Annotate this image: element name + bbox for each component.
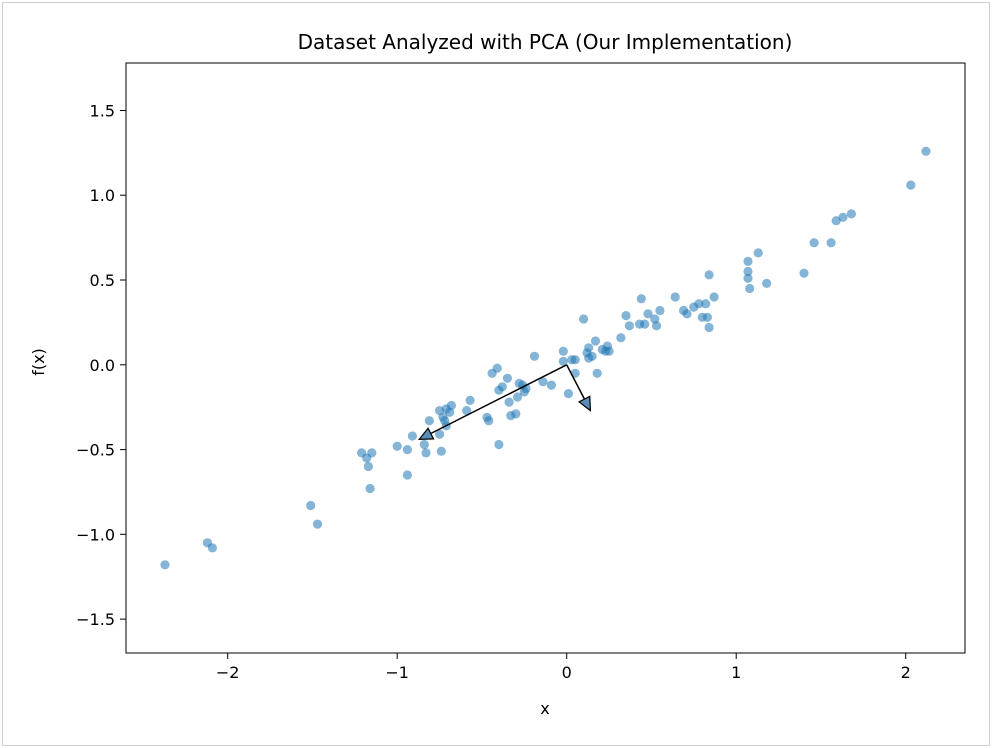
data-point (753, 248, 763, 258)
x-tick-label: −2 (216, 663, 240, 682)
data-point (421, 448, 431, 458)
data-point (651, 321, 662, 331)
data-point (590, 336, 601, 346)
data-point (743, 266, 753, 277)
data-point (579, 314, 589, 324)
data-point (363, 461, 373, 472)
data-point (365, 483, 375, 494)
data-point (640, 319, 650, 329)
data-point (682, 309, 692, 319)
data-point (446, 400, 456, 411)
data-point (558, 356, 568, 366)
data-point (636, 294, 646, 304)
principal-component-arrows (417, 364, 592, 441)
data-point (921, 146, 931, 156)
data-point (419, 439, 429, 450)
data-point (407, 431, 417, 441)
arrow-shaft (566, 364, 586, 400)
y-tick-label: 0.0 (90, 356, 115, 375)
data-point (484, 416, 494, 426)
data-point (497, 382, 507, 392)
data-point (538, 377, 548, 387)
arrow-head (577, 395, 592, 412)
data-point (616, 333, 626, 343)
chart-title: Dataset Analyzed with PCA (Our Implement… (298, 30, 793, 54)
data-point (392, 441, 402, 451)
data-point (670, 292, 680, 302)
data-point (492, 363, 502, 373)
data-point (826, 238, 836, 248)
data-point (799, 268, 809, 278)
data-point (435, 429, 445, 439)
data-point (494, 439, 504, 450)
x-axis-label: x (540, 699, 549, 718)
y-tick-label: 1.0 (90, 186, 115, 205)
data-point (809, 238, 819, 248)
data-point (546, 380, 557, 390)
y-tick-label: 0.5 (90, 271, 115, 290)
data-point (306, 500, 316, 511)
data-point (604, 346, 614, 356)
data-point (584, 343, 594, 353)
data-point (592, 368, 602, 378)
scatter-points (160, 146, 931, 570)
data-point (367, 448, 377, 458)
data-point (558, 346, 568, 356)
data-point (462, 406, 472, 416)
data-point (465, 395, 475, 405)
data-point (207, 543, 217, 553)
y-axis-ticks: −1.5 −1.0 −0.5 0.0 0.5 1.0 1.5 (76, 102, 126, 629)
data-point (704, 322, 714, 333)
y-tick-label: −1.5 (76, 610, 115, 629)
x-tick-label: 1 (731, 663, 741, 682)
data-point (504, 397, 514, 407)
data-point (402, 470, 412, 480)
data-point (621, 311, 631, 321)
data-point (529, 351, 540, 361)
plot-area-border (125, 62, 966, 654)
data-point (762, 278, 772, 288)
data-point (643, 309, 653, 319)
data-point (906, 180, 916, 190)
data-point (831, 216, 841, 226)
arrow-shaft (430, 364, 568, 435)
data-point (502, 373, 512, 383)
data-point (511, 409, 521, 419)
data-point (570, 355, 580, 365)
data-point (743, 273, 753, 283)
data-point (587, 351, 597, 361)
data-point (838, 212, 848, 222)
data-point (694, 299, 704, 309)
data-point (846, 209, 857, 219)
data-point (512, 392, 523, 402)
data-point (402, 445, 412, 455)
y-tick-label: −1.0 (76, 525, 115, 544)
data-point (743, 256, 753, 266)
data-point (160, 560, 170, 570)
data-point (709, 292, 719, 302)
arrow-head (417, 427, 435, 441)
data-point (655, 305, 665, 316)
data-point (624, 321, 635, 331)
data-point (704, 270, 714, 280)
x-tick-label: −1 (385, 663, 409, 682)
x-tick-label: 0 (562, 663, 572, 682)
data-point (563, 389, 574, 399)
y-tick-label: 1.5 (90, 102, 115, 121)
data-point (701, 299, 711, 309)
data-point (745, 283, 755, 294)
data-point (702, 312, 713, 322)
data-point (312, 519, 323, 529)
data-point (436, 446, 446, 456)
data-point (424, 416, 434, 426)
y-tick-label: −0.5 (76, 441, 115, 460)
x-tick-label: 2 (901, 663, 911, 682)
y-axis-label: f(x) (29, 348, 48, 376)
x-axis-ticks: −2 −1 0 1 2 (216, 653, 911, 682)
